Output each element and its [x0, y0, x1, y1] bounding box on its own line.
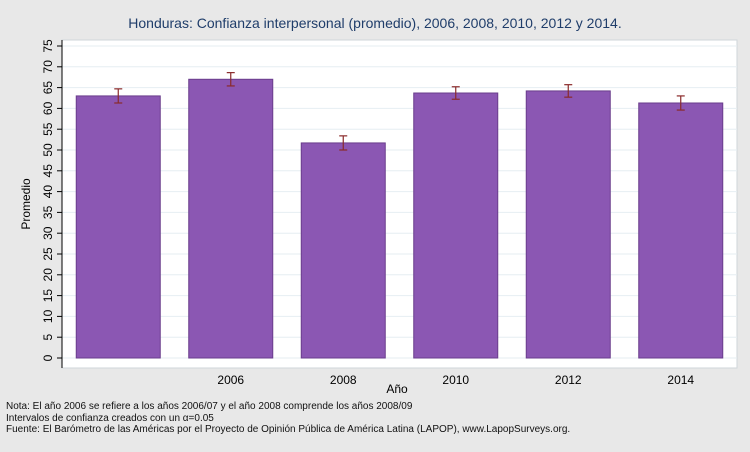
- bar: [638, 102, 724, 359]
- y-tick-label: 60: [41, 101, 55, 115]
- y-tick-label: 20: [41, 268, 55, 282]
- y-tick-label: 25: [41, 247, 55, 261]
- y-tick-label: 5: [41, 334, 55, 341]
- y-tick-label: 30: [41, 226, 55, 240]
- y-tick-label: 75: [41, 39, 55, 53]
- plot-area: [61, 39, 738, 369]
- chart-title: Honduras: Confianza interpersonal (prome…: [128, 15, 621, 31]
- x-tick-label: 2008: [330, 373, 357, 387]
- bar: [188, 78, 274, 359]
- bar: [525, 90, 611, 359]
- bar: [300, 142, 386, 359]
- y-tick-label: 35: [41, 205, 55, 219]
- y-tick-label: 55: [41, 122, 55, 136]
- y-tick-label: 70: [41, 60, 55, 74]
- y-tick-label: 50: [41, 143, 55, 157]
- note-line-1: Nota: El año 2006 se refiere a los años …: [6, 401, 413, 412]
- y-tick-label: 45: [41, 164, 55, 178]
- x-tick-label: 2012: [555, 373, 582, 387]
- y-tick-label: 10: [41, 309, 55, 323]
- y-tick-label: 40: [41, 185, 55, 199]
- y-tick-label: 0: [41, 354, 55, 361]
- chart-notes: Nota: El año 2006 se refiere a los años …: [6, 401, 570, 436]
- bar: [75, 95, 161, 359]
- x-tick-label: 2010: [442, 373, 469, 387]
- y-tick-label: 65: [41, 81, 55, 95]
- y-axis-label: Promedio: [19, 178, 33, 230]
- y-tick-label: 15: [41, 289, 55, 303]
- note-line-3: Fuente: El Barómetro de las Américas por…: [6, 424, 571, 435]
- x-axis-label: Año: [386, 382, 408, 396]
- note-line-2: Intervalos de confianza creados con un α…: [6, 412, 214, 424]
- x-tick-label: 2014: [667, 373, 694, 387]
- bar-chart: 0 5 10 15 20 25 30 35 40 45 50 55 60 65 70 75 2006 2008 20…: [19, 15, 738, 396]
- x-tick-label: 2006: [217, 373, 244, 387]
- bar: [413, 92, 499, 359]
